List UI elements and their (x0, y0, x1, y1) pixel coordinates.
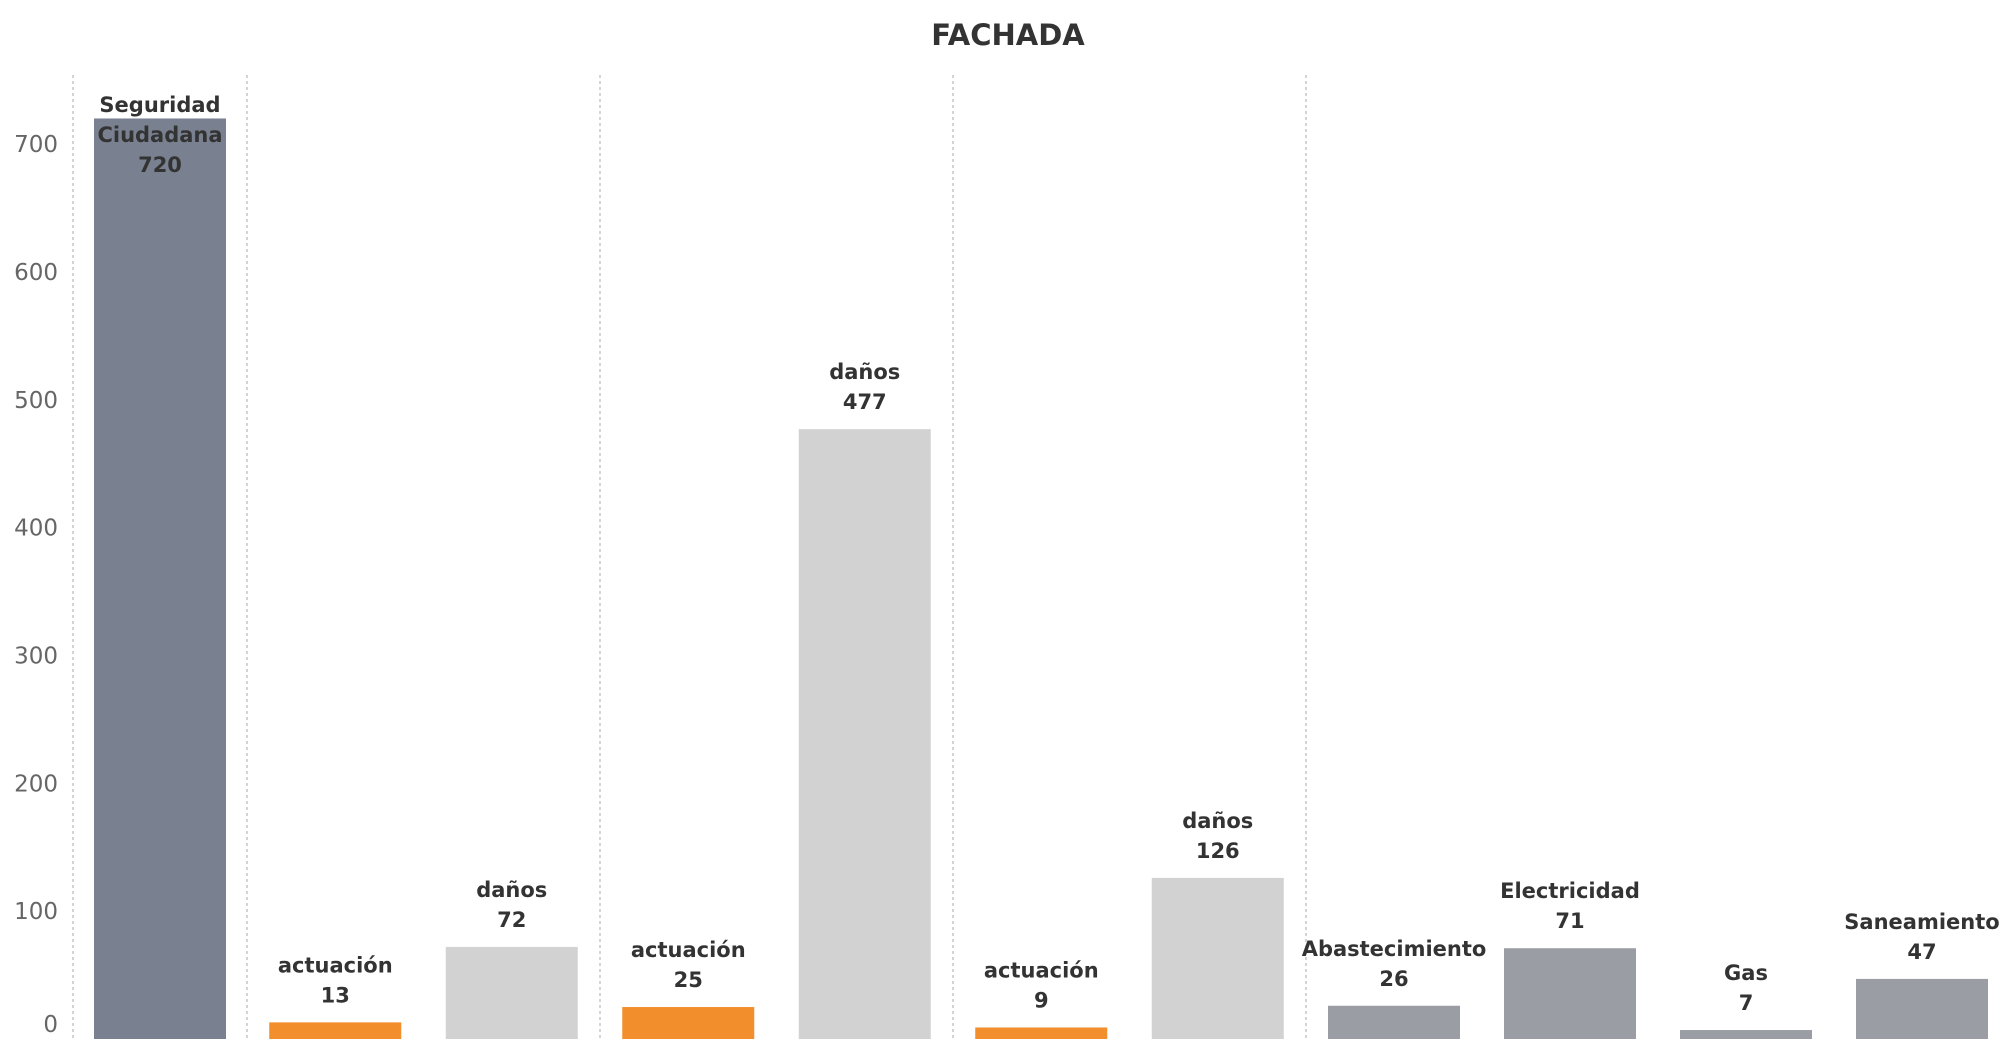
bar-value-label: 26 (1379, 967, 1408, 991)
bar-value-label: 71 (1555, 909, 1584, 933)
bar-category-label: Seguridad (99, 93, 220, 117)
y-tick-label: 700 (14, 132, 58, 158)
bar-category-label: Gas (1724, 961, 1768, 985)
bar-value-label: 720 (138, 153, 182, 177)
bar (94, 118, 226, 1040)
y-tick-label: 600 (14, 260, 58, 286)
bar-category-label: actuación (631, 938, 746, 962)
y-axis: 0 100 200 300 400 500 600 700 (14, 132, 58, 1038)
bar-category-label: actuación (984, 958, 1099, 982)
bar-value-label: 25 (674, 968, 703, 992)
bar (1680, 1030, 1812, 1039)
bar-value-label: 13 (321, 983, 350, 1007)
y-tick-label: 100 (14, 899, 58, 925)
y-tick-label: 500 (14, 388, 58, 414)
bar-category-label: Ciudadana (97, 123, 222, 147)
bar (1151, 877, 1284, 1039)
bars (94, 118, 1988, 1040)
bar-value-label: 9 (1034, 988, 1049, 1012)
bar-category-label: Saneamiento (1844, 910, 1999, 934)
bar (1856, 978, 1988, 1039)
bar-value-label: 477 (843, 390, 887, 414)
bar (622, 1007, 755, 1039)
bar-category-label: Electricidad (1500, 879, 1640, 903)
group-dividers (72, 75, 1307, 1040)
chart-title: FACHADA (931, 18, 1085, 52)
bar-category-label: daños (1182, 809, 1253, 833)
bar (445, 946, 578, 1039)
bar-value-label: 7 (1739, 991, 1754, 1015)
bar-category-label: actuación (278, 953, 393, 977)
y-tick-label: 400 (14, 516, 58, 542)
y-tick-label: 200 (14, 771, 58, 797)
bar-category-label: daños (476, 878, 547, 902)
bar-category-label: Abastecimiento (1302, 937, 1487, 961)
bar-category-label: daños (829, 360, 900, 384)
bar (1504, 948, 1636, 1039)
bar (269, 1022, 402, 1039)
bar (798, 429, 931, 1039)
bar-labels: Seguridad Ciudadana 720 actuación 13 daños 72 a… (97, 93, 1999, 1015)
bar-value-label: 126 (1196, 839, 1240, 863)
bar-value-label: 72 (497, 908, 526, 932)
y-tick-label: 300 (14, 643, 58, 669)
y-tick-label: 0 (43, 1012, 58, 1038)
bar (1328, 1005, 1460, 1039)
bar (975, 1027, 1108, 1039)
bar-value-label: 47 (1907, 940, 1936, 964)
